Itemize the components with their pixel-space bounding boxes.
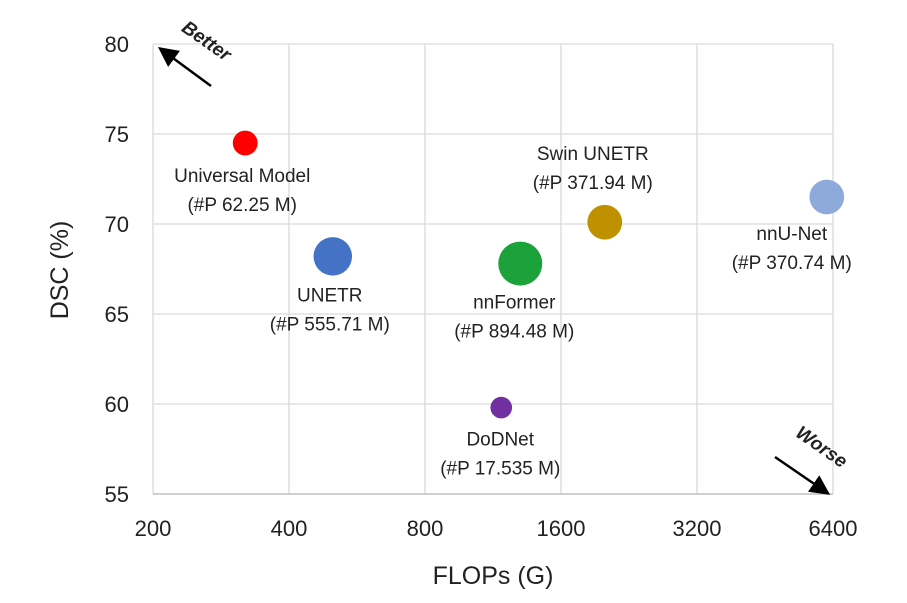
label-swin-unetr-name: Swin UNETR	[537, 144, 649, 165]
point-nnformer	[498, 241, 543, 286]
x-tick-label: 3200	[673, 516, 722, 541]
y-tick-label: 75	[105, 122, 129, 147]
y-tick-label: 70	[105, 212, 129, 237]
x-tick-labels: 200 400 800 1600 3200 6400	[135, 516, 858, 541]
label-universal-model-params: (#P 62.25 M)	[187, 195, 296, 216]
point-nnu-net	[809, 179, 845, 215]
label-unetr-name: UNETR	[297, 285, 362, 306]
label-swin-unetr-params: (#P 371.94 M)	[533, 173, 653, 194]
better-arrow	[157, 47, 212, 88]
point-unetr	[313, 237, 353, 276]
label-dodnet-params: (#P 17.535 M)	[440, 459, 560, 480]
x-tick-label: 1600	[537, 516, 586, 541]
x-tick-label: 800	[407, 516, 444, 541]
gridlines	[152, 43, 834, 494]
x-tick-label: 200	[135, 516, 172, 541]
label-nnformer-name: nnFormer	[473, 293, 556, 314]
better-label: Better	[178, 17, 236, 67]
y-tick-label: 60	[105, 392, 129, 417]
label-nnu-net-params: (#P 370.74 M)	[732, 253, 852, 274]
data-points	[232, 130, 845, 419]
worse-label: Worse	[791, 422, 851, 473]
y-tick-label: 80	[105, 32, 129, 57]
label-nnu-net-name: nnU-Net	[756, 224, 827, 245]
worse-arrow	[774, 455, 831, 495]
label-dodnet-name: DoDNet	[466, 430, 534, 451]
y-tick-label: 65	[105, 302, 129, 327]
x-tick-label: 400	[271, 516, 308, 541]
label-universal-model-name: Universal Model	[174, 166, 310, 187]
label-unetr-params: (#P 555.71 M)	[270, 314, 390, 335]
point-labels: Universal Model (#P 62.25 M) UNETR (#P 555.…	[174, 144, 852, 479]
point-universal-model	[232, 130, 258, 156]
x-axis-title: FLOPs (G)	[433, 562, 554, 590]
x-tick-label: 6400	[809, 516, 858, 541]
y-tick-label: 55	[105, 482, 129, 507]
y-axis-title: DSC (%)	[46, 221, 74, 320]
y-tick-labels: 55 60 65 70 75 80	[105, 32, 129, 507]
point-swin-unetr	[587, 204, 623, 240]
point-dodnet	[490, 396, 513, 419]
label-nnformer-params: (#P 894.48 M)	[454, 322, 574, 343]
